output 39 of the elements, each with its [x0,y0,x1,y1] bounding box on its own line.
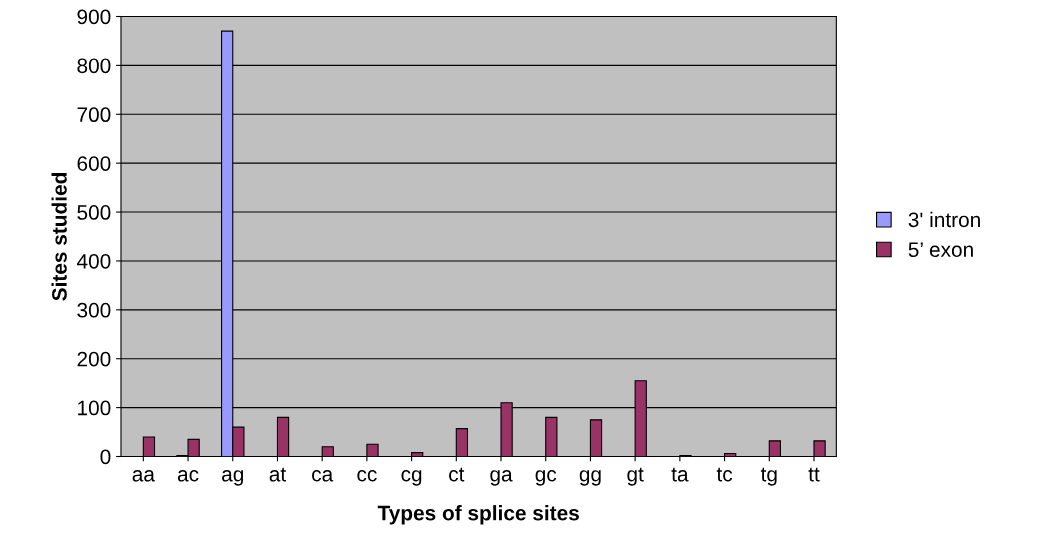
x-tick-label: ca [312,470,334,482]
bar [589,419,603,457]
x-tick-label: ta [671,467,689,482]
y-tick-label: 500 [77,205,111,220]
x-tick-label: gt [627,467,644,486]
x-tick-label: ga [490,470,513,486]
y-tick-label: 0 [100,449,111,465]
y-tick-label: 400 [76,253,111,269]
y-tick-label: 800 [77,58,111,74]
x-tick-label: tg [760,467,777,486]
bar [768,440,782,457]
y-axis-title: Sites studied [51,173,67,301]
bar [545,416,558,457]
x-tick-label: gg [579,470,601,486]
y-tick-label: 700 [77,107,111,123]
legend-label: 5’ exon [908,242,973,258]
y-tick-label: 100 [78,400,111,416]
bar [321,446,334,457]
x-tick-label: cg [401,470,422,486]
x-tick-label: cc [357,470,377,482]
bar [813,440,826,457]
x-tick-label: aa [132,470,155,482]
x-tick-label: ag [222,470,243,486]
x-tick-label: at [269,467,286,482]
bar [455,428,469,457]
legend-label: 3' intron [908,211,980,228]
bar [276,416,290,457]
bar [366,443,379,457]
y-tick-label: 300 [77,302,111,318]
y-tick-label: 200 [77,351,111,367]
x-tick-label: gc [535,470,557,486]
x-tick-label: tt [808,467,820,482]
y-tick-label: 900 [77,9,111,25]
x-tick-label: ac [177,470,199,482]
x-tick-label: tc [716,467,733,482]
x-tick-label: ct [449,467,465,482]
x-axis-title: Types of splice sites [377,505,579,525]
bar [142,436,156,457]
y-tick-label: 600 [77,156,111,171]
